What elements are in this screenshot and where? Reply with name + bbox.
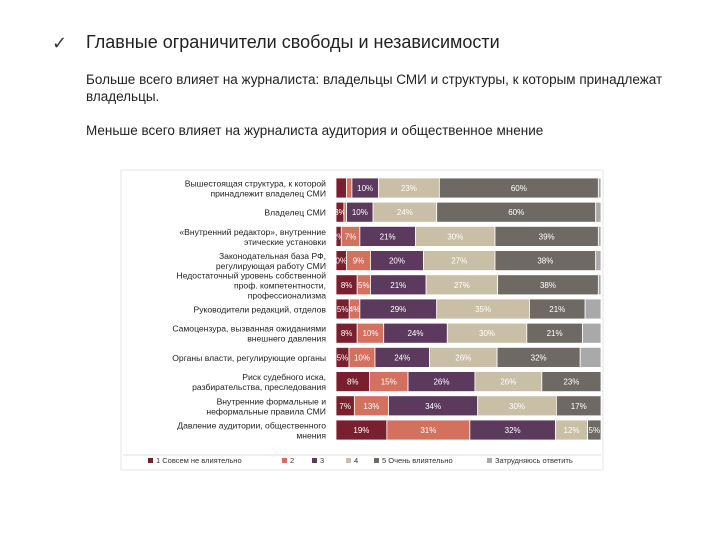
data-label: 21% [549,305,565,314]
bar-segment [584,298,602,320]
data-label: 3% [334,208,346,217]
category-label: Давление аудитории, общественного мнения [177,421,326,441]
bar-segment [555,395,602,417]
data-label: 20% [389,257,405,266]
data-label: 8% [341,329,353,338]
data-label: 27% [451,257,467,266]
bar-segment [595,201,602,223]
data-label: 24% [397,208,413,217]
category-label: Руководители редакций, отделов [193,305,326,315]
legend-entry: 3 [320,456,324,465]
data-label: 8% [341,281,353,290]
legend-entry: 1 Совсем не влиятельно [156,456,242,465]
data-label: 21% [390,281,406,290]
data-label: 7% [345,232,357,241]
legend-entry: 5 Очень влиятельно [382,456,453,465]
data-label: 5% [337,353,349,362]
data-label: 35% [475,305,491,314]
category-label: Недостаточный уровень собственной проф. к… [176,270,326,300]
bar-segment [597,225,602,247]
legend-swatch [312,458,317,463]
data-label: 38% [540,281,556,290]
bar-segment [335,177,348,199]
category-label: Внутренние формальные и неформальные прав… [206,396,326,416]
bar-segment [587,419,602,441]
bar-segment [595,250,602,272]
data-label: 12% [564,426,580,435]
bar-segment [582,322,602,344]
data-label: 34% [425,402,441,411]
category-label: Самоцензура, вызванная ожиданиями внешнег… [172,324,326,344]
data-label: 10% [362,329,378,338]
data-label: 10% [354,353,370,362]
category-label: Владелец СМИ [264,208,326,218]
data-label: 9% [353,257,365,266]
legend-swatch [374,458,379,463]
data-label: 30% [509,402,525,411]
bar-segment [597,274,602,296]
data-label: 38% [537,257,553,266]
legend-entry: Затрудняюсь ответить [495,456,573,465]
data-label: 29% [390,305,406,314]
chart-frame [120,169,604,471]
data-label: 24% [394,353,410,362]
legend-entry: 2 [290,456,294,465]
data-label: 17% [571,402,587,411]
checkmark-icon: ✓ [52,33,68,54]
bar-segment [597,177,602,199]
data-label: 19% [353,426,369,435]
paragraph-audience-influence: Меньше всего влияет на журналиста аудито… [86,123,544,138]
data-label: 5% [358,281,370,290]
data-label: 60% [508,208,524,217]
data-label: 5% [337,305,349,314]
data-label: 23% [401,184,417,193]
category-label: «Внутренний редактор», внутренние этическ… [179,227,326,247]
data-label: 24% [407,329,423,338]
data-label: 31% [420,426,436,435]
paragraph-owners-influence: Больше всего влияет на журналиста: владе… [86,72,663,104]
data-label: 26% [500,378,516,387]
data-label: 26% [433,378,449,387]
data-label: 8% [347,378,359,387]
data-label: 10% [357,184,373,193]
data-label: 60% [511,184,527,193]
category-label: Органы власти, регулирующие органы [172,353,326,363]
bar-segment [579,346,602,368]
data-label: 21% [380,232,396,241]
data-label: 15% [381,378,397,387]
data-label: 23% [563,378,579,387]
data-label: 30% [447,232,463,241]
legend-swatch [282,458,287,463]
category-label: Риск судебного иска, разбирательства, пре… [192,372,326,392]
data-label: 4% [349,305,361,314]
data-label: 0% [336,257,348,266]
bar-segment [541,371,602,393]
data-label: 30% [479,329,495,338]
legend-swatch [487,458,492,463]
page-title: Главные ограничители свободы и независим… [86,32,500,52]
data-label: 21% [547,329,563,338]
legend-entry: 4 [354,456,358,465]
category-label: Вышестоящая структура, к которой принадле… [185,179,326,199]
data-label: 26% [455,353,471,362]
legend-swatch [346,458,351,463]
data-label: 39% [539,232,555,241]
data-label: 13% [363,402,379,411]
data-label: 7% [339,402,351,411]
data-label: 32% [505,426,521,435]
legend-swatch [148,458,153,463]
category-label: Законодательная база РФ, регулирующая раб… [216,251,326,271]
data-label: 27% [454,281,470,290]
data-label: 5% [589,426,601,435]
data-label: 2% [333,232,345,241]
bar-segment [346,177,353,199]
data-label: 10% [352,208,368,217]
data-label: 32% [531,353,547,362]
